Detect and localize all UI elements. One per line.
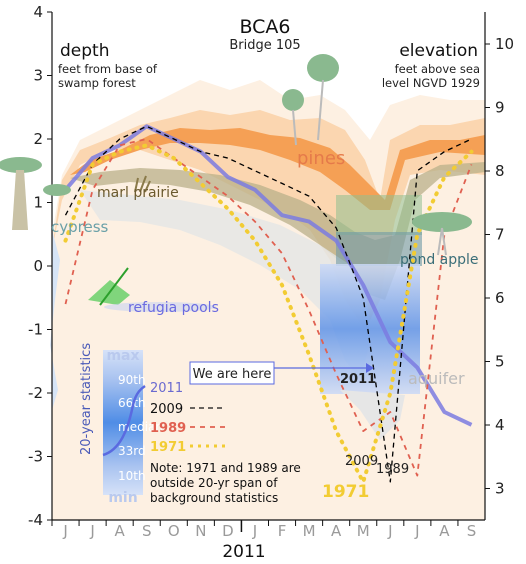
habitat-label: aquifer [408, 369, 465, 388]
month-label: J [252, 522, 257, 540]
left-tick-label: -4 [28, 511, 43, 529]
left-axis-description: feet from base of swamp forest [58, 62, 157, 90]
x-axis-year-label: 2011 [222, 542, 265, 562]
right-tick-label: 7 [495, 226, 505, 244]
habitat-labels: pines marl prairie cypress pond apple refugi… [51, 148, 479, 388]
percentile-label: min [108, 490, 137, 506]
percentile-label: 33rd [118, 444, 146, 458]
right-axis-description-wrap: feet above sea level NGVD 1929 [381, 62, 480, 90]
month-label: J [62, 522, 67, 540]
percentile-label: 10th [118, 469, 146, 483]
we-are-here-arrowhead [366, 363, 374, 373]
end-label-2009: 2009 [345, 454, 378, 469]
plant-icon-marl-prairie [134, 175, 151, 193]
left-tick-label: 2 [33, 130, 43, 148]
right-tick-label: 6 [495, 289, 505, 307]
left-tick-label: 3 [33, 67, 43, 85]
left-tick-label: 0 [33, 257, 43, 275]
tree-icon-cypress [0, 157, 71, 230]
month-label: F [278, 522, 287, 540]
left-tick-label: -1 [28, 321, 43, 339]
series-line-2009 [64, 125, 472, 483]
habitat-label: pond apple [400, 252, 479, 268]
legend-label-1971: 1971 [150, 440, 186, 455]
series-layer [63, 124, 474, 484]
left-axis-description-wrap: feet from base of swamp forest [58, 62, 157, 90]
legend-note-wrap: Note: 1971 and 1989 are outside 20-yr sp… [150, 461, 301, 505]
month-label: N [195, 522, 206, 540]
plant-icon-refugia [88, 267, 216, 312]
left-tick-label: -3 [28, 448, 43, 466]
month-label: A [331, 522, 342, 540]
month-label: J [89, 522, 94, 540]
right-tick-label: 3 [495, 480, 505, 498]
legend-label-2009: 2009 [150, 402, 183, 417]
right-tick-label: 8 [495, 162, 505, 180]
percentile-label: 90th [118, 373, 146, 387]
left-tick-label: 1 [33, 194, 43, 212]
chart-subtitle: Bridge 105 [229, 38, 300, 53]
month-label: D [222, 522, 234, 540]
end-label-1971: 1971 [322, 482, 369, 502]
end-label-1989: 1989 [376, 462, 409, 477]
percentile-label: 66th [118, 396, 146, 410]
end-label-2011: 2011 [340, 372, 376, 387]
month-label: M [303, 522, 316, 540]
month-label: O [168, 522, 180, 540]
tree-icon-pines [282, 54, 339, 146]
month-label: J [387, 522, 392, 540]
legend-label-1989: 1989 [150, 421, 186, 436]
habitat-label: pines [297, 148, 345, 169]
legend-label-2011: 2011 [150, 381, 183, 396]
left-axis-label: depth [60, 41, 109, 61]
statistics-title: 20-year statistics [79, 343, 94, 455]
series-legend: 2011 2009 1989 1971 [150, 381, 225, 455]
right-tick-label: 9 [495, 99, 505, 117]
tree-icon-pond-apple [412, 212, 472, 256]
month-label: J [414, 522, 419, 540]
right-axis-label: elevation [399, 41, 478, 61]
right-tick-label: 5 [495, 353, 505, 371]
month-label: M [357, 522, 370, 540]
left-tick-label: -2 [28, 384, 43, 402]
month-label: A [115, 522, 126, 540]
series-line-2011 [63, 124, 473, 427]
month-label: S [142, 522, 152, 540]
habitat-label: refugia pools [128, 300, 219, 316]
we-are-here-label: We are here [193, 367, 272, 382]
right-tick-label: 10 [495, 35, 514, 53]
right-tick-label: 4 [495, 416, 505, 434]
percentile-label: max [106, 348, 139, 364]
legend-note: Note: 1971 and 1989 are outside 20-yr sp… [150, 461, 301, 505]
chart-title: BCA6 [239, 16, 290, 38]
series-line-1971 [63, 143, 474, 484]
habitat-label: marl prairie [97, 185, 179, 201]
right-axis-description: feet above sea level NGVD 1929 [381, 62, 480, 90]
month-label: A [439, 522, 450, 540]
left-tick-label: 4 [33, 3, 43, 21]
we-are-here-box [189, 361, 275, 385]
habitat-label: cypress [51, 218, 109, 236]
series-line-1989 [64, 138, 473, 477]
month-label: S [467, 522, 477, 540]
